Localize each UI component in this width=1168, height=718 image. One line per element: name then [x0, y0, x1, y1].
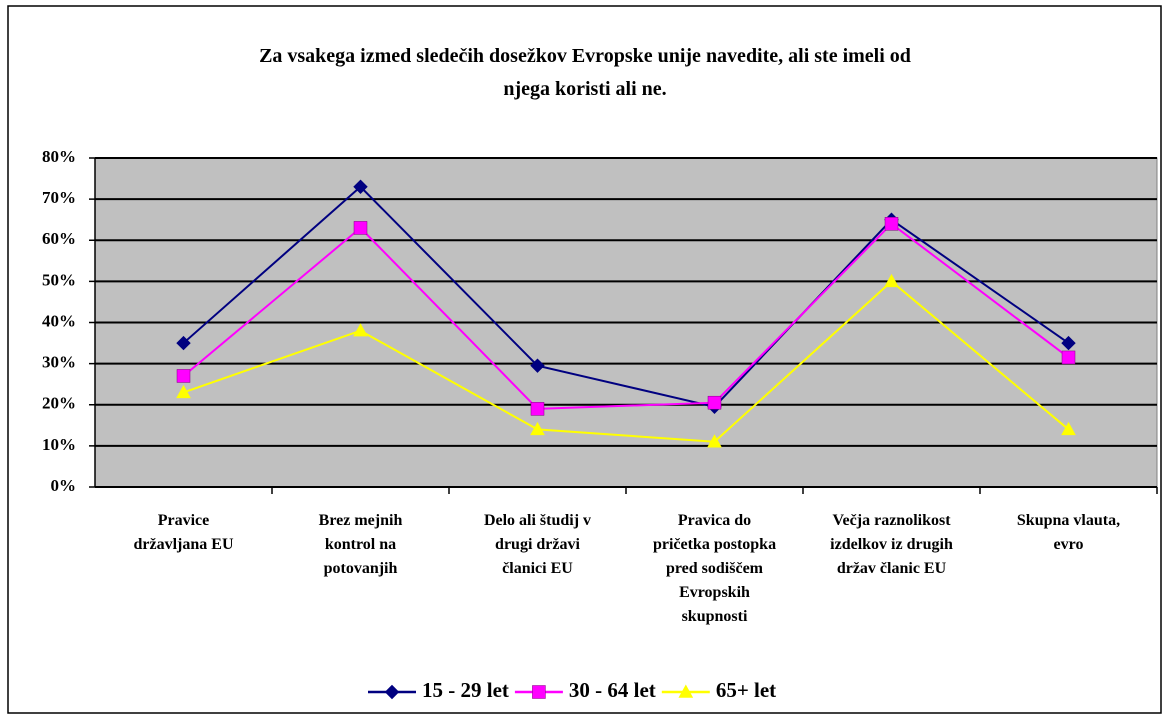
x-tick-label: Večja raznolikost izdelkov iz drugih držav… — [830, 512, 953, 577]
legend-marker — [532, 685, 546, 699]
x-tick-label: Pravice državljana EU — [134, 512, 234, 553]
data-point — [530, 402, 545, 416]
y-tick-label: 70% — [42, 188, 76, 207]
y-tick-label: 50% — [42, 270, 76, 289]
data-point — [176, 335, 191, 351]
data-point — [176, 384, 191, 399]
y-tick-label: 80% — [42, 147, 76, 166]
data-point — [884, 217, 899, 231]
legend-label: 65+ let — [716, 678, 776, 702]
x-tick-label: Skupna vlauta, evro — [1017, 512, 1120, 553]
x-tick-label: Brez mejnih kontrol na potovanjih — [319, 512, 403, 577]
legend-label: 15 - 29 let — [422, 678, 509, 702]
data-point — [353, 323, 368, 337]
y-tick-label: 0% — [51, 476, 77, 495]
y-tick-label: 40% — [42, 311, 76, 330]
legend-label: 30 - 64 let — [569, 678, 656, 702]
y-tick-label: 20% — [42, 394, 76, 413]
x-tick-label: Pravica do pričetka postopka pred sodiščem… — [653, 512, 776, 625]
series-line — [182, 222, 1070, 410]
y-tick-label: 30% — [42, 353, 76, 372]
legend-marker — [678, 684, 694, 698]
data-point — [530, 421, 545, 436]
series-line — [182, 185, 1070, 408]
y-tick-label: 60% — [42, 229, 76, 248]
data-point — [530, 358, 545, 373]
data-point — [1061, 335, 1076, 351]
legend-marker — [384, 684, 400, 700]
data-point — [353, 179, 368, 194]
y-tick-label: 10% — [42, 435, 76, 454]
data-point — [1061, 421, 1076, 436]
data-point — [176, 369, 191, 383]
x-tick-label: Delo ali študij v drugi državi članici EU — [484, 512, 591, 577]
data-point — [707, 434, 722, 448]
data-point — [353, 221, 368, 235]
series-line — [183, 280, 1070, 443]
data-point — [707, 395, 722, 410]
data-point — [1061, 350, 1076, 365]
chart-title: Za vsakega izmed sledečih dosežkov Evrop… — [259, 45, 911, 100]
data-point — [884, 273, 899, 288]
